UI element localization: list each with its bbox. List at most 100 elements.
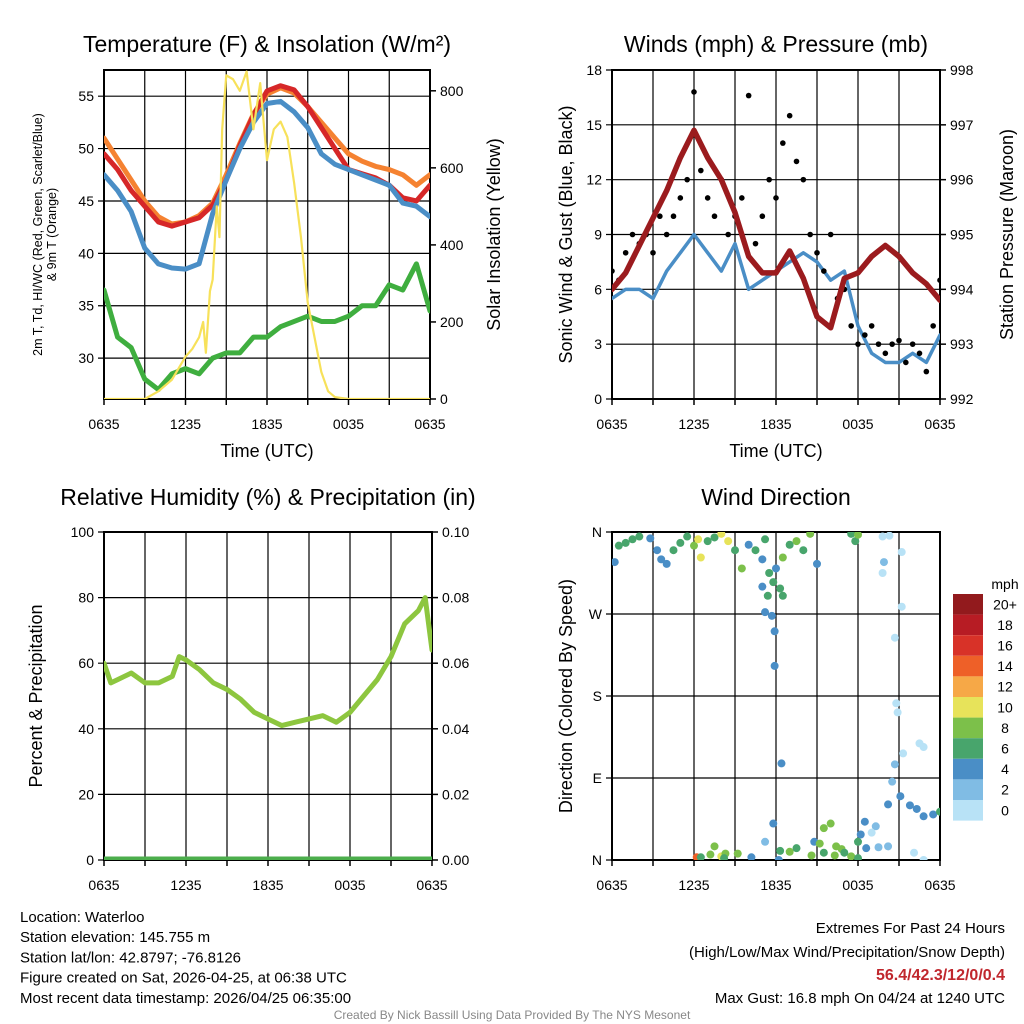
colorbar-swatch — [953, 655, 983, 677]
y-tick-label-left: W — [589, 606, 603, 622]
y-tick-label-left: 9 — [594, 227, 602, 243]
plot-area — [612, 89, 940, 375]
wind-direction-point — [628, 535, 637, 544]
wind-direction-point — [778, 553, 787, 562]
y-tick-label-right: 994 — [950, 281, 974, 297]
wind-direction-point — [696, 553, 705, 562]
chart-title: Temperature (F) & Insolation (W/m²) — [83, 31, 451, 57]
y-axis-label-left: 2m T, Td, HI/WC (Red, Green, Scarlet/Blu… — [31, 113, 45, 356]
x-tick-label: 1235 — [170, 416, 201, 432]
y-tick-label-right: 998 — [950, 62, 974, 78]
wind-direction-point — [878, 569, 887, 577]
wind-direction-point — [720, 854, 729, 860]
y-tick-label-left: 55 — [78, 88, 94, 104]
wind-direction-point — [884, 800, 893, 809]
gust-point — [916, 350, 923, 357]
footer-created: Figure created on Sat, 2026-04-25, at 06… — [20, 970, 347, 987]
credit-text: Created By Nick Bassill Using Data Provi… — [334, 1008, 691, 1022]
gust-point — [848, 323, 854, 329]
wind-direction-point — [896, 792, 905, 801]
x-tick-label: 1235 — [678, 877, 709, 893]
x-tick-label: 0035 — [842, 877, 873, 893]
wind-direction-point — [669, 546, 678, 555]
x-axis-label: Time (UTC) — [729, 441, 822, 461]
wind-direction-point — [751, 546, 760, 555]
y-tick-label-right: 800 — [440, 83, 464, 99]
chart-panel-4: 0635 1235 1835 0035 0635 N E S W N Wind Direction D… — [556, 484, 1019, 893]
x-tick-label: 0635 — [88, 416, 119, 432]
wind-direction-point — [710, 842, 719, 851]
wind-direction-point — [815, 839, 824, 848]
gust-point — [807, 231, 813, 238]
wind-direction-point — [765, 569, 774, 577]
wind-direction-point — [826, 819, 835, 828]
gust-point — [773, 195, 779, 201]
colorbar-swatch — [953, 676, 983, 697]
wind-direction-point — [879, 558, 888, 567]
gust-point — [698, 167, 704, 174]
wind-direction-point — [890, 760, 899, 769]
plot-area — [104, 70, 430, 399]
wind-direction-point — [888, 777, 897, 786]
colorbar-label: 16 — [997, 638, 1013, 654]
gust-point — [622, 249, 629, 256]
colorbar-swatch — [953, 717, 983, 739]
y-tick-label-right: 996 — [950, 172, 974, 188]
y-tick-label-right: 995 — [950, 227, 974, 243]
wind-direction-point — [860, 817, 869, 826]
wind-direction-point — [769, 578, 778, 587]
gust-point — [814, 249, 820, 256]
wind-direction-point — [919, 812, 928, 821]
wind-direction-point — [806, 532, 815, 538]
y-tick-label-left: 50 — [78, 141, 94, 157]
y-tick-label-right: 0.02 — [442, 786, 469, 802]
wind-direction-point — [612, 558, 619, 567]
x-tick-label: 1235 — [678, 416, 709, 432]
y-axis-label-right: Solar Insolation (Yellow) — [484, 138, 504, 330]
plot-frame — [611, 69, 941, 400]
plot-area — [104, 595, 432, 860]
wind-direction-point — [683, 532, 692, 541]
wind-direction-point — [929, 810, 938, 819]
wind-direction-point — [635, 532, 644, 541]
wind-direction-point — [785, 847, 794, 856]
wind-direction-point — [774, 856, 783, 860]
wind-direction-point — [792, 537, 801, 546]
y-tick-label-left: 20 — [78, 786, 94, 802]
x-tick-label: 0635 — [596, 877, 627, 893]
footer-latlon: Station lat/lon: 42.8797; -76.8126 — [20, 949, 241, 966]
colorbar-swatch — [953, 779, 983, 800]
wind-direction-point — [653, 546, 662, 555]
x-tick-label: 0035 — [334, 877, 365, 893]
colorbar-swatch — [953, 738, 983, 759]
x-tick-label: 1835 — [252, 877, 283, 893]
y-tick-label-left: 15 — [586, 117, 602, 133]
extremes-title: Extremes For Past 24 Hours — [816, 920, 1005, 937]
wind-direction-point — [878, 532, 887, 541]
wind-direction-point — [792, 844, 801, 853]
wind-direction-point — [785, 540, 794, 549]
wind-direction-point — [744, 540, 753, 549]
wind-direction-point — [936, 807, 940, 816]
wind-direction-point — [662, 559, 671, 568]
gust-point — [862, 332, 868, 338]
wind-direction-point — [919, 856, 928, 860]
y-tick-label-left: 100 — [71, 524, 95, 540]
gust-point — [868, 323, 875, 329]
colorbar-label: 2 — [1001, 782, 1009, 798]
footer-location: Location: Waterloo — [20, 909, 145, 926]
wind-direction-point — [767, 611, 776, 620]
wind-direction-point — [737, 564, 746, 573]
chart-panel-1: 0635 1235 1835 0035 0635 30 35 40 45 50 55 0 200 400 6… — [31, 31, 504, 461]
wind-direction-point — [813, 559, 821, 568]
y-tick-label-right: 992 — [950, 391, 974, 407]
y-tick-label-left: E — [593, 770, 602, 786]
x-tick-label: 0035 — [333, 416, 364, 432]
gust-point — [793, 158, 800, 165]
gust-point — [691, 89, 697, 95]
x-tick-label: 1235 — [170, 877, 201, 893]
chart-title: Wind Direction — [701, 484, 851, 510]
gust-point — [650, 249, 656, 256]
wind-direction-point — [758, 555, 767, 564]
